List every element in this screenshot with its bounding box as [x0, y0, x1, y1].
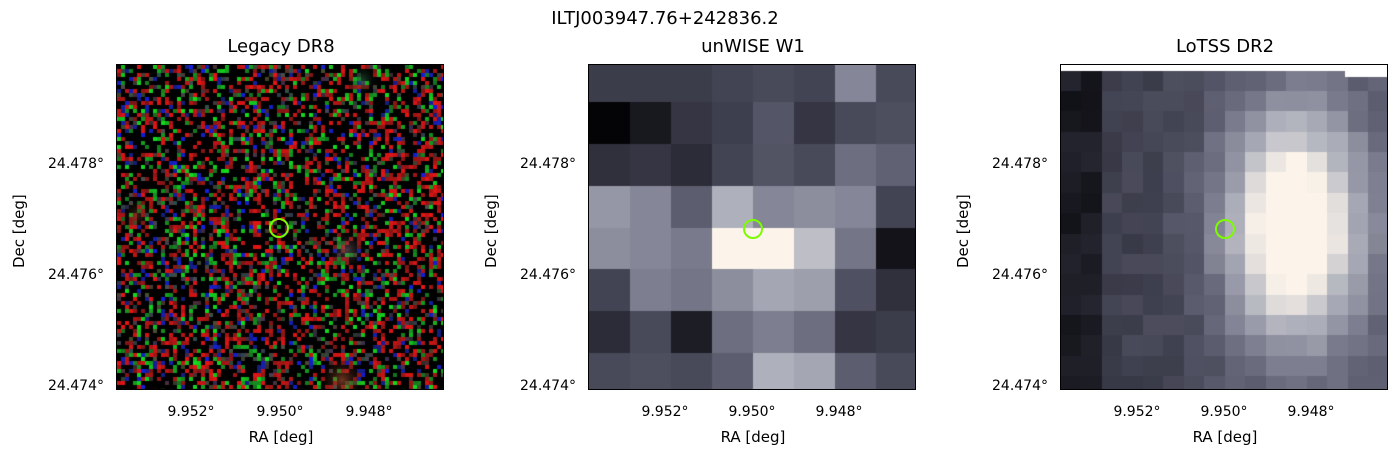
ytick-label: 24.474° [48, 378, 104, 394]
x-axis-label: RA [deg] [720, 428, 786, 446]
xtick-label: 9.952° [167, 404, 215, 420]
panel-title: LoTSS DR2 [1175, 36, 1275, 57]
xtick-label: 9.950° [256, 404, 304, 420]
source-marker [269, 218, 289, 238]
ytick-label: 24.476° [520, 267, 576, 283]
x-axis-label: RA [deg] [248, 428, 314, 446]
y-axis-label: Dec [deg] [954, 194, 972, 268]
xtick-label: 9.950° [1200, 404, 1248, 420]
ytick-label: 24.474° [992, 378, 1048, 394]
xtick-label: 9.952° [1113, 404, 1161, 420]
image-lotss [1060, 64, 1388, 390]
ytick-label: 24.478° [48, 156, 104, 172]
xtick-label: 9.948° [815, 404, 863, 420]
source-marker [743, 219, 763, 239]
panel-title: unWISE W1 [701, 36, 805, 57]
source-marker [1215, 219, 1235, 239]
y-axis-label: Dec [deg] [10, 194, 28, 268]
ytick-label: 24.478° [992, 156, 1048, 172]
xtick-label: 9.950° [728, 404, 776, 420]
panel-title: Legacy DR8 [227, 36, 335, 57]
y-axis-label: Dec [deg] [482, 194, 500, 268]
x-axis-label: RA [deg] [1192, 428, 1258, 446]
xtick-label: 9.952° [641, 404, 689, 420]
figure-title: ILTJ003947.76+242836.2 [551, 8, 779, 29]
xtick-label: 9.948° [1287, 404, 1335, 420]
image-unwise [588, 64, 916, 390]
ytick-label: 24.478° [520, 156, 576, 172]
ytick-label: 24.476° [48, 267, 104, 283]
ytick-label: 24.474° [520, 378, 576, 394]
ytick-label: 24.476° [992, 267, 1048, 283]
xtick-label: 9.948° [345, 404, 393, 420]
image-legacy [116, 64, 444, 390]
